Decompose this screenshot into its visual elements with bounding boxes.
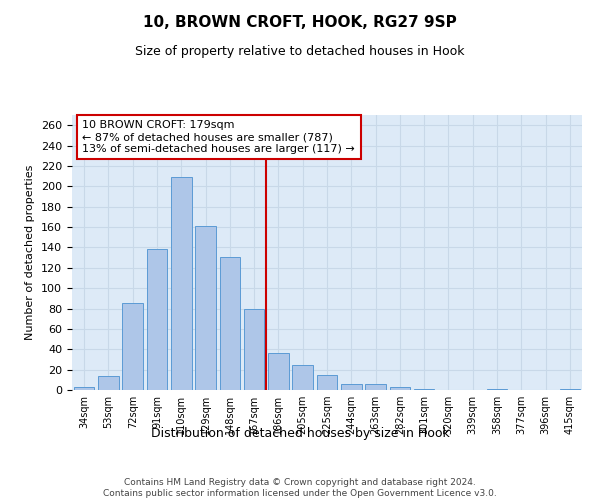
- Bar: [98, 376, 119, 390]
- Text: Size of property relative to detached houses in Hook: Size of property relative to detached ho…: [135, 45, 465, 58]
- Bar: [414, 389, 434, 390]
- Bar: [268, 354, 289, 390]
- Bar: [317, 374, 337, 390]
- Bar: [341, 384, 362, 390]
- Bar: [244, 308, 265, 390]
- Text: 10, BROWN CROFT, HOOK, RG27 9SP: 10, BROWN CROFT, HOOK, RG27 9SP: [143, 15, 457, 30]
- Bar: [146, 250, 167, 390]
- Bar: [389, 387, 410, 390]
- Bar: [292, 364, 313, 390]
- Bar: [220, 256, 240, 390]
- Bar: [365, 384, 386, 390]
- Bar: [195, 226, 216, 390]
- Bar: [122, 304, 143, 390]
- Y-axis label: Number of detached properties: Number of detached properties: [25, 165, 35, 340]
- Bar: [560, 389, 580, 390]
- Text: Contains HM Land Registry data © Crown copyright and database right 2024.
Contai: Contains HM Land Registry data © Crown c…: [103, 478, 497, 498]
- Text: Distribution of detached houses by size in Hook: Distribution of detached houses by size …: [151, 428, 449, 440]
- Bar: [171, 177, 191, 390]
- Text: 10 BROWN CROFT: 179sqm
← 87% of detached houses are smaller (787)
13% of semi-de: 10 BROWN CROFT: 179sqm ← 87% of detached…: [82, 120, 355, 154]
- Bar: [487, 389, 508, 390]
- Bar: [74, 387, 94, 390]
